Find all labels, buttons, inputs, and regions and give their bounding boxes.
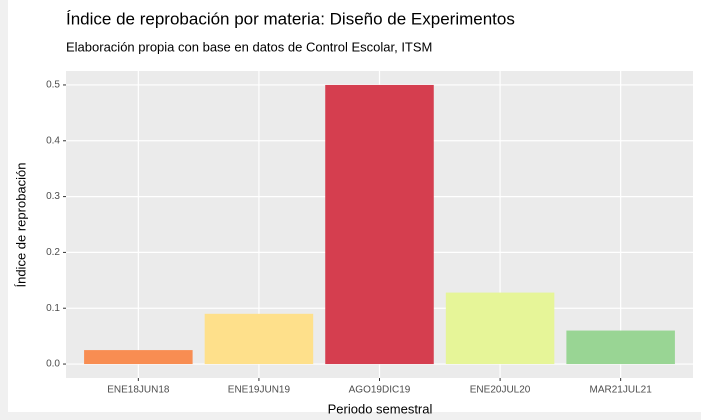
x-tick-label: MAR21JUL21 xyxy=(590,385,653,396)
x-tick-label: ENE19JUN19 xyxy=(228,385,291,396)
y-tick-label: 0.1 xyxy=(46,303,60,314)
bar xyxy=(566,330,675,365)
y-tick-label: 0.2 xyxy=(46,247,60,258)
y-tick-label: 0.5 xyxy=(46,80,60,91)
y-tick-label: 0.3 xyxy=(46,191,60,202)
y-tick-label: 0.4 xyxy=(46,135,60,146)
chart-subtitle: Elaboración propia con base en datos de … xyxy=(66,39,432,54)
x-tick-label: ENE20JUL20 xyxy=(470,385,531,396)
bar xyxy=(325,84,434,365)
y-axis-title: Índice de reprobación xyxy=(13,162,28,287)
x-axis-title: Periodo semestral xyxy=(328,401,433,416)
bar xyxy=(445,292,555,365)
x-tick-label: ENE18JUN18 xyxy=(107,385,170,396)
chart-title: Índice de reprobación por materia: Diseñ… xyxy=(66,9,515,28)
bar xyxy=(204,313,314,365)
bar xyxy=(84,350,193,365)
y-tick-label: 0.0 xyxy=(46,359,60,370)
x-tick-label: AGO19DIC19 xyxy=(349,385,411,396)
